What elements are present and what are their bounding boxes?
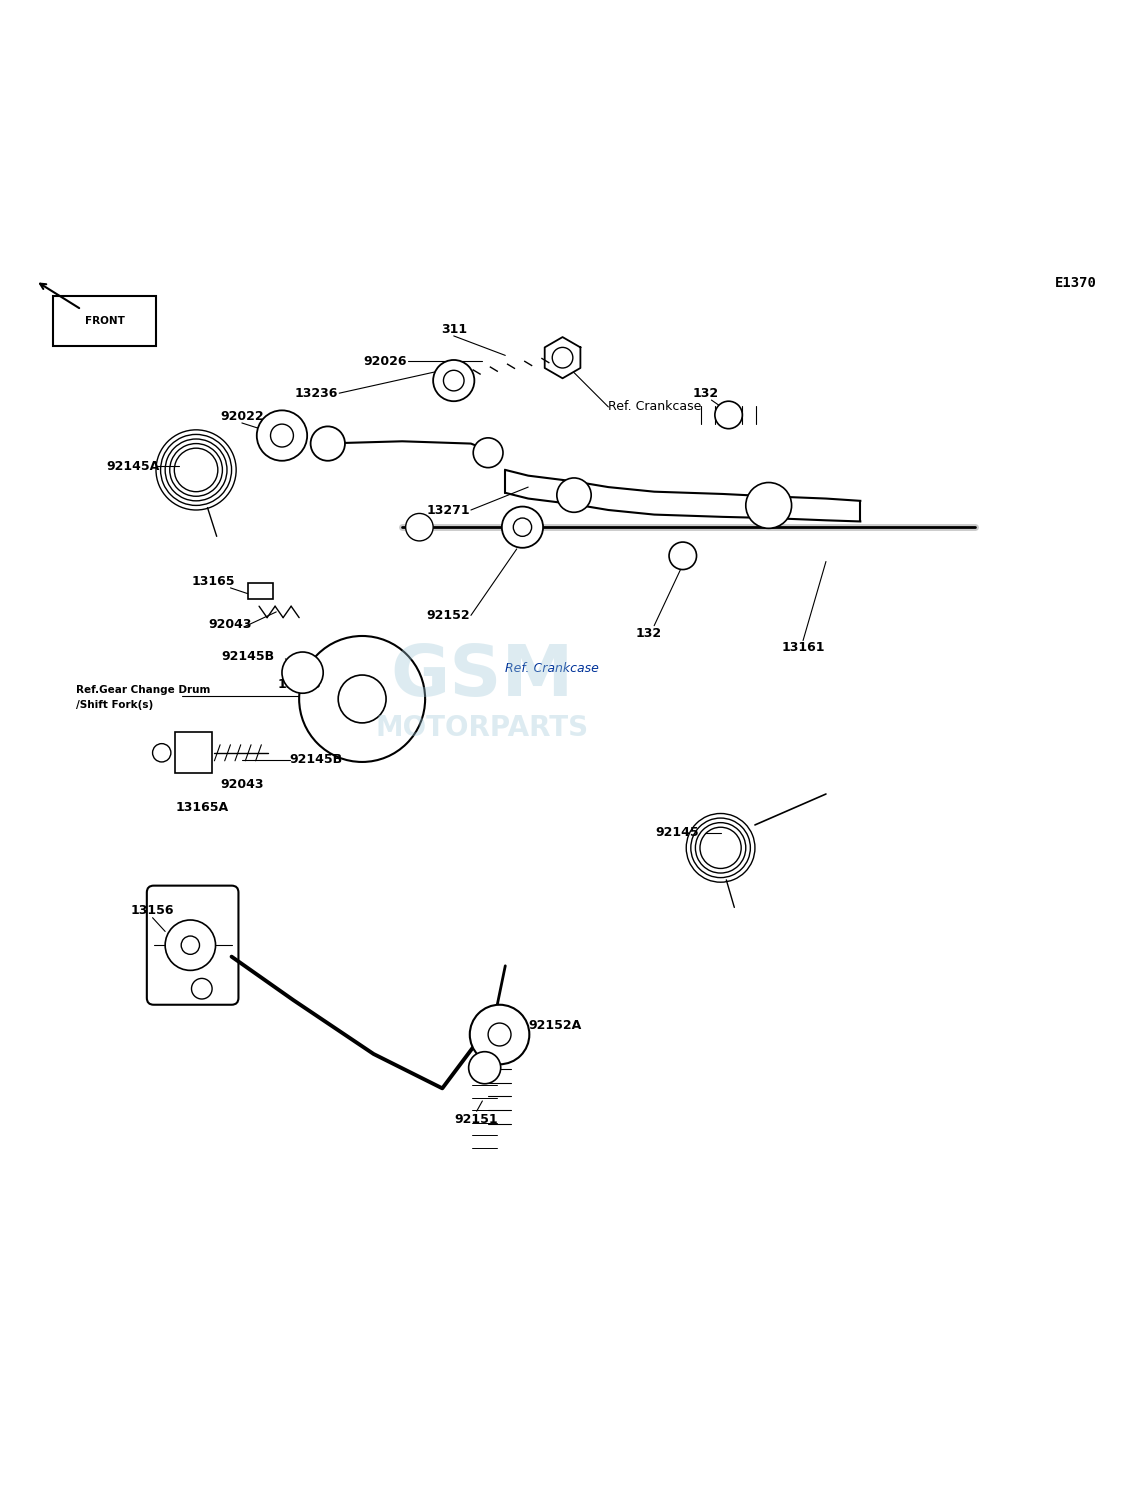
Circle shape — [473, 438, 503, 468]
Circle shape — [165, 920, 216, 970]
Text: FRONT: FRONT — [85, 317, 124, 326]
Text: 311: 311 — [441, 323, 467, 336]
FancyBboxPatch shape — [248, 584, 273, 599]
Circle shape — [502, 506, 543, 548]
Text: 92043: 92043 — [209, 618, 253, 630]
Text: Ref. Crankcase: Ref. Crankcase — [608, 401, 701, 413]
Circle shape — [433, 360, 474, 401]
Text: MOTORPARTS: MOTORPARTS — [375, 713, 589, 741]
Circle shape — [257, 410, 308, 461]
Text: 13165: 13165 — [192, 575, 235, 587]
Text: 92152: 92152 — [426, 609, 470, 621]
Text: 92026: 92026 — [363, 354, 406, 368]
Circle shape — [339, 675, 386, 723]
Text: 13161: 13161 — [782, 641, 824, 654]
Circle shape — [311, 426, 344, 461]
FancyBboxPatch shape — [53, 296, 156, 347]
Circle shape — [405, 513, 433, 540]
Circle shape — [746, 482, 792, 528]
FancyBboxPatch shape — [176, 732, 212, 773]
Circle shape — [282, 651, 324, 693]
Circle shape — [669, 542, 697, 569]
Circle shape — [192, 979, 212, 1000]
Circle shape — [552, 347, 573, 368]
Circle shape — [470, 1004, 529, 1064]
Text: 92145: 92145 — [656, 827, 699, 839]
Text: 92152A: 92152A — [528, 1019, 581, 1031]
Circle shape — [300, 636, 425, 763]
Text: GSM: GSM — [390, 641, 574, 710]
Text: 92151: 92151 — [455, 1112, 498, 1126]
Circle shape — [153, 743, 171, 763]
Text: 13236: 13236 — [295, 387, 338, 399]
Text: E1370: E1370 — [1055, 276, 1096, 290]
FancyBboxPatch shape — [147, 886, 239, 1004]
Text: 13078: 13078 — [278, 677, 321, 690]
Text: 92022: 92022 — [220, 410, 264, 423]
Circle shape — [513, 518, 532, 536]
Text: Ref. Crankcase: Ref. Crankcase — [505, 662, 599, 674]
Text: 132: 132 — [692, 387, 719, 399]
Circle shape — [443, 371, 464, 390]
Circle shape — [715, 401, 743, 429]
Text: 92145B: 92145B — [289, 754, 343, 766]
Circle shape — [468, 1052, 501, 1084]
Text: 92145B: 92145B — [222, 650, 274, 663]
Circle shape — [488, 1024, 511, 1046]
Text: 13165A: 13165A — [176, 802, 228, 814]
Circle shape — [557, 477, 591, 512]
Text: 13271: 13271 — [426, 503, 470, 516]
Text: 132: 132 — [635, 627, 661, 641]
Text: /Shift Fork(s): /Shift Fork(s) — [76, 699, 153, 710]
Text: 92145A: 92145A — [107, 459, 160, 473]
Text: Ref.Gear Change Drum: Ref.Gear Change Drum — [76, 684, 210, 695]
Circle shape — [181, 937, 200, 955]
Circle shape — [271, 425, 294, 447]
Text: 13156: 13156 — [131, 904, 174, 917]
Text: 92043: 92043 — [220, 779, 264, 791]
